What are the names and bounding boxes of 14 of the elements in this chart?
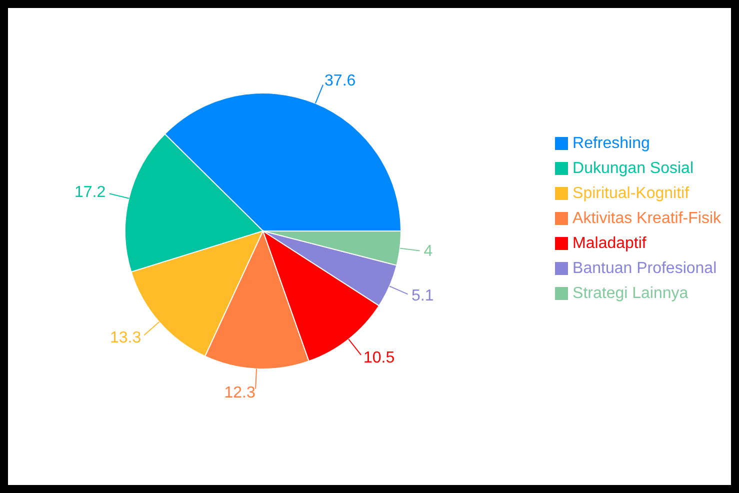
data-label: 13.3 [110, 329, 142, 346]
legend-label: Strategi Lainnya [572, 284, 688, 304]
data-label: 10.5 [363, 350, 395, 367]
data-label: 4 [424, 242, 433, 260]
data-label: 37.6 [324, 72, 356, 90]
legend-label: Aktivitas Kreatif-Fisik [572, 209, 721, 229]
legend-label: Bantuan Profesional [572, 259, 717, 279]
legend-label: Spiritual-Kognitif [572, 184, 690, 204]
data-label: 5.1 [411, 287, 434, 304]
data-label: 12.3 [224, 384, 256, 402]
legend-label: Maladaptif [572, 234, 646, 254]
legend-label: Dukungan Sosial [572, 159, 694, 179]
data-label: 17.2 [74, 184, 106, 202]
legend-label: Refreshing [572, 134, 650, 154]
